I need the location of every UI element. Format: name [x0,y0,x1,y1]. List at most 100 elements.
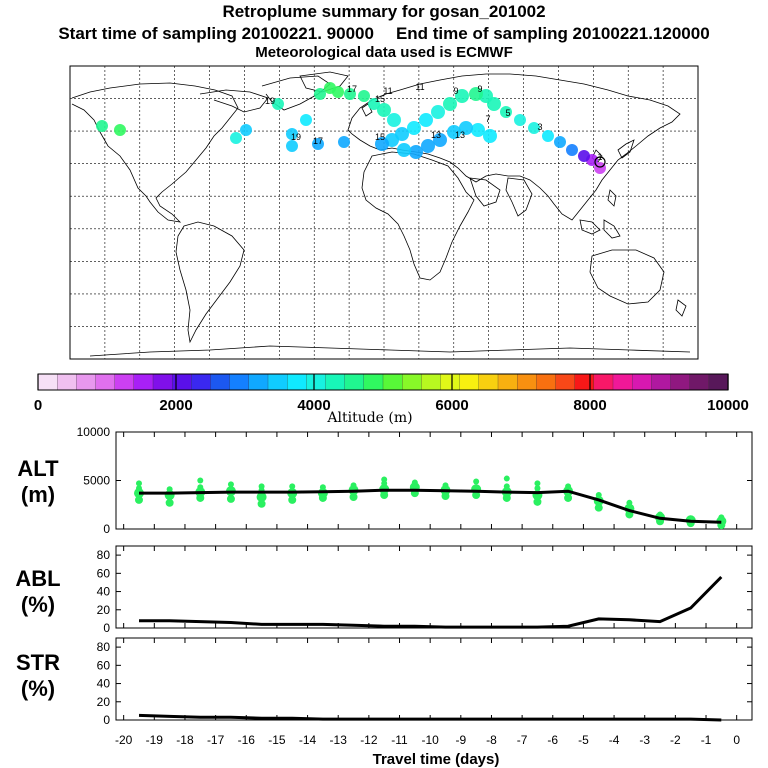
plume-point [344,88,356,100]
trajectory-label: 13 [455,130,465,140]
altitude-colorbar: 0 2000 4000 6000 8000 10000 Altitude (m) [34,373,749,426]
colorbar-cell [536,373,557,391]
plume-point [230,132,242,144]
plume-point [407,121,421,135]
abl-line [139,575,723,629]
plume-point [377,103,391,117]
plume-point [324,82,336,94]
alt-scatter-point [565,483,572,490]
x-axis-label: Travel time (days) [373,751,500,768]
y-tick-label: 0 [103,713,110,727]
plume-point [272,98,284,110]
chart-title: Retroplume summary for gosan_201002 [222,2,546,21]
x-tick-label: -9 [455,733,466,747]
trajectory-label: 17 [347,84,357,94]
abl-panel-label: ABL [15,566,60,591]
colorbar-cell [497,373,518,391]
y-tick-label: 0 [103,621,110,635]
trajectory-label: 11 [383,86,392,96]
colorbar-tick-label: 8000 [573,397,606,414]
colorbar-tick-label: 2000 [159,397,192,414]
colorbar-cell [306,373,327,391]
alt-scatter-point [197,484,204,491]
plume-point [500,106,512,118]
alt-scatter-point [349,492,358,501]
plume-point [286,140,298,152]
alt-scatter-point [594,503,603,512]
plume-point [96,120,108,132]
colorbar-tick-label: 4000 [297,397,330,414]
alt-scatter-point [289,483,296,490]
y-tick-label: 5000 [83,474,110,488]
x-tick-label: -11 [391,733,408,747]
trajectory-label: 19 [291,132,301,142]
plume-point [375,137,389,151]
plume-point [528,122,540,134]
plume-point [286,128,298,140]
x-tick-label: -8 [486,733,497,747]
x-tick-label: -3 [639,733,650,747]
alt-scatter-point [718,514,725,521]
plume-point [594,162,606,174]
plume-point [447,125,461,139]
colorbar-cell [172,373,192,391]
colorbar-cell [555,373,576,391]
colorbar-tick-label: 10000 [707,397,749,414]
plume-point [358,90,370,102]
y-tick-label: 60 [97,566,111,580]
station-marker [594,156,606,168]
y-tick-label: 80 [97,548,111,562]
colorbar-cell [210,373,231,391]
str-line [138,713,722,722]
plume-point [240,124,252,136]
colorbar-tick-label: 6000 [435,397,468,414]
alt-scatter-point [350,482,357,489]
sampling-times: Start time of sampling 20100221. 90000 En… [0,24,768,44]
plume-point [338,136,350,148]
plume-point [114,124,126,136]
y-tick-label: 20 [97,603,111,617]
colorbar-cell [152,373,173,391]
str-panel-label: STR [16,650,60,675]
colorbar-cell [651,373,672,391]
plume-point [443,97,457,111]
colorbar-cell [574,373,595,391]
plume-point [419,113,433,127]
x-tick-label: -20 [115,733,133,747]
alt-scatter-point [227,481,234,488]
colorbar-cell [478,373,499,391]
plume-point [300,114,312,126]
alt-panel-label: ALT [17,456,59,481]
trajectory-label: 9 [477,84,482,94]
trajectory-label: 11 [415,82,424,92]
x-tick-label: -6 [547,733,558,747]
colorbar-cell [517,373,537,391]
alt-scatter-point [564,493,573,502]
plume-point [433,133,447,147]
x-tick-label: -12 [360,733,378,747]
alt-scatter-point [256,491,267,502]
colorbar-cell [95,373,116,391]
x-tick-label: -18 [176,733,194,747]
colorbar-cell [325,373,346,391]
trajectory-label: 13 [431,130,441,140]
x-tick-label: -15 [268,733,286,747]
plume-point [431,105,445,119]
alt-panel-unit: (m) [21,482,55,507]
plume-point [397,143,411,157]
trajectory-label: 3 [537,122,542,132]
alt-scatter-point [503,475,510,482]
alt-scatter-point [288,495,297,504]
colorbar-cell [37,373,58,391]
plume-point [554,136,566,148]
plume-point [387,113,401,127]
plume-point [469,87,483,101]
x-tick-label: -2 [670,733,681,747]
alt-scatter-point [197,477,204,484]
trajectory-label: 19 [265,96,275,106]
colorbar-cell [76,373,97,391]
colorbar-cell [689,373,710,391]
x-tick-label: -5 [578,733,589,747]
